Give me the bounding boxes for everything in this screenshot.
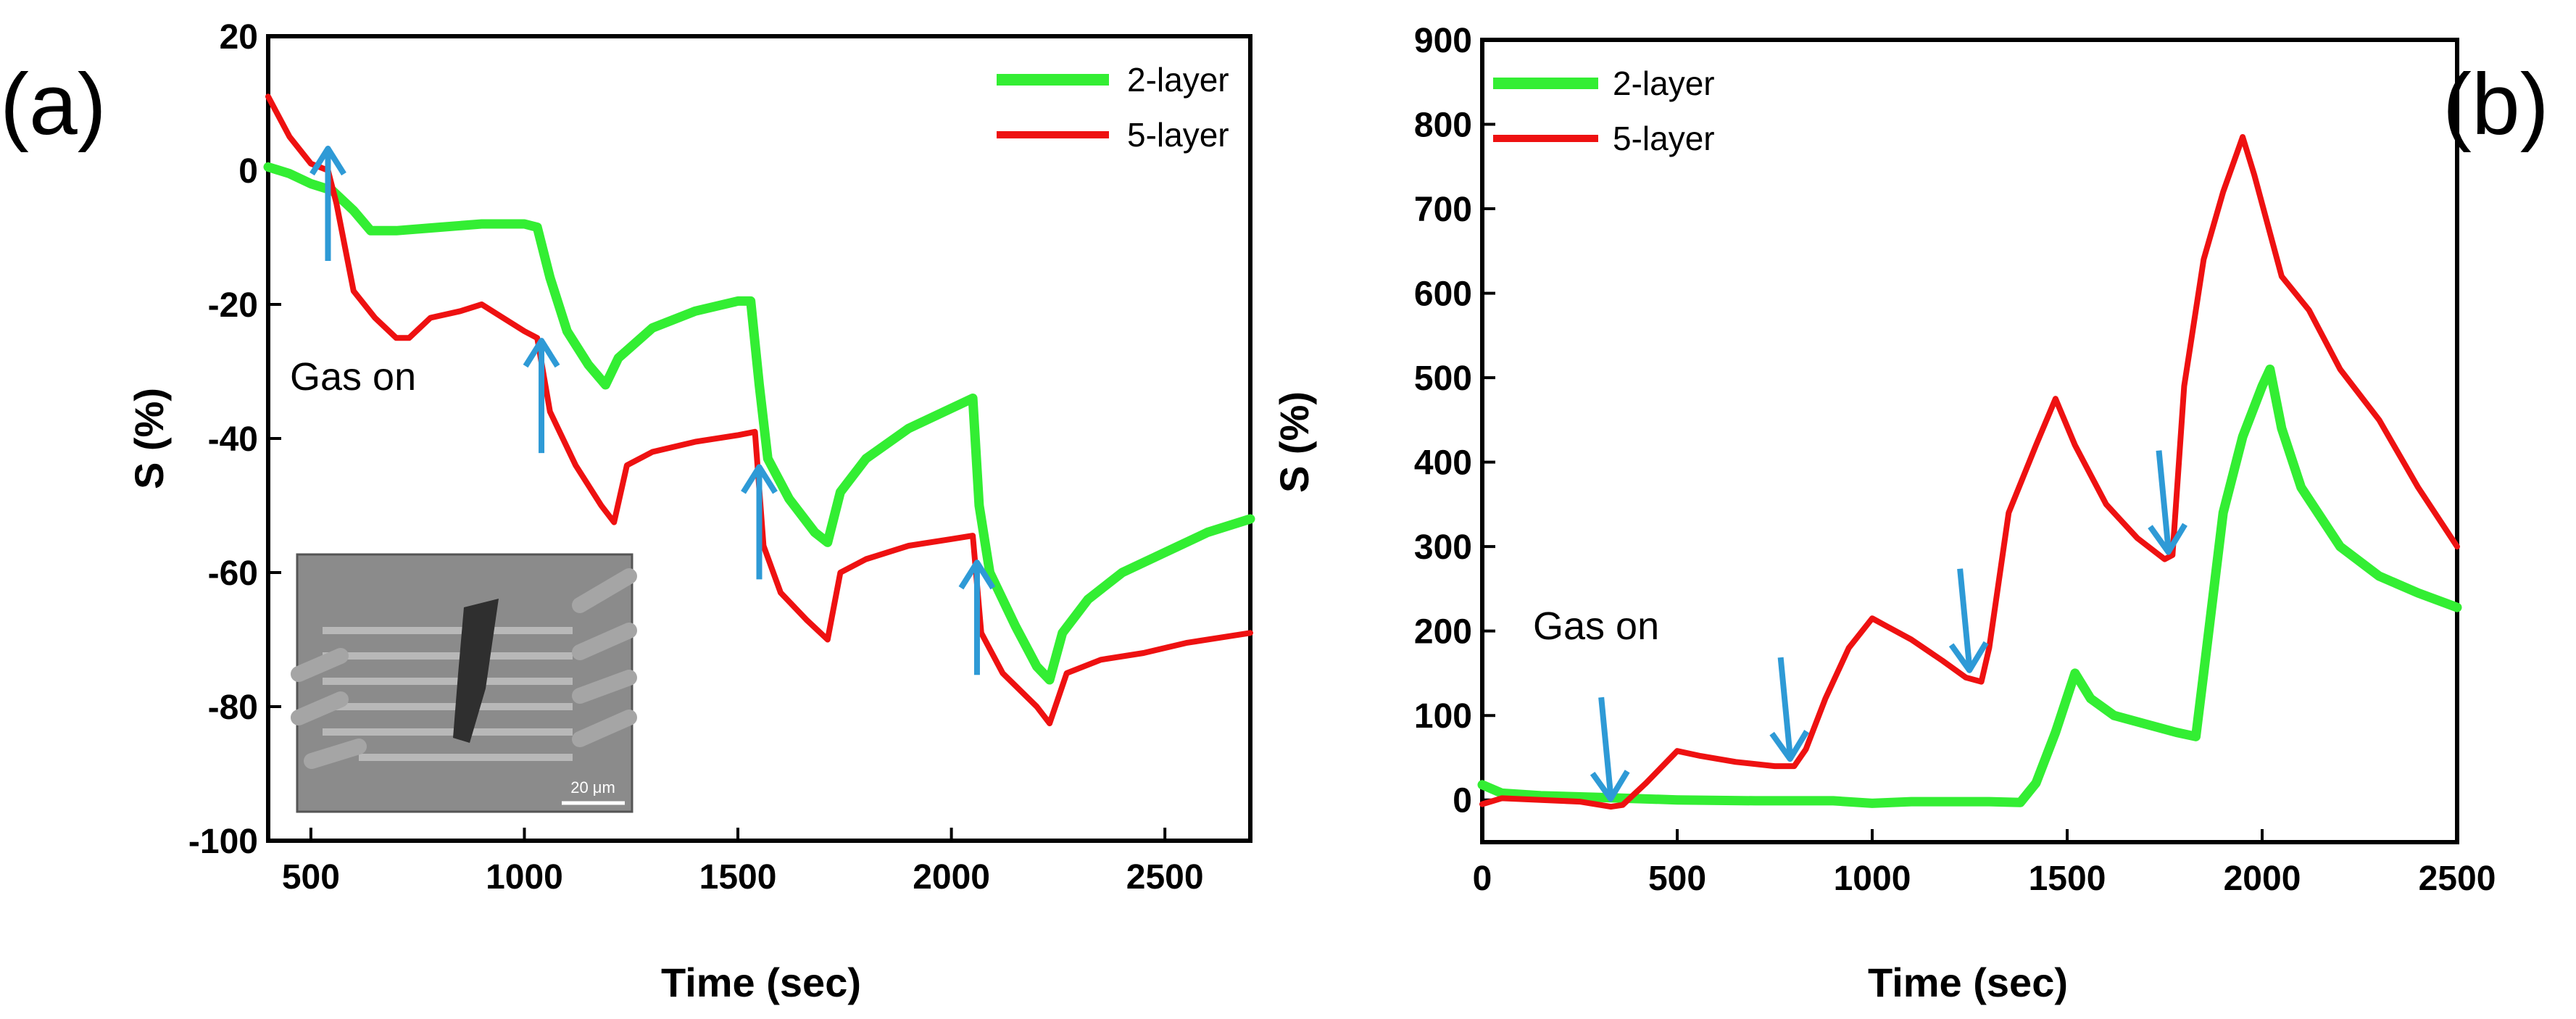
x-tick-label: 1000 [1834,860,1911,898]
y-tick-label: -60 [208,554,258,593]
x-tick-label: 0 [1473,860,1492,898]
panel-a: (a) 20 0 -20 -40 -60 -80 -100 500 1000 1500 2000 2… [0,18,1255,1005]
y-tick-label: 700 [1414,191,1472,229]
panel-b-series [1477,134,2462,810]
gas-on-arrow [309,146,346,261]
series-line-5-layer [1479,134,2460,810]
panel-b-label: (b) [2443,56,2549,153]
y-tick-label: 500 [1414,359,1472,398]
y-tick-label: -100 [188,823,258,861]
x-tick-label: 2000 [2224,860,2301,898]
gas-on-arrow [1769,657,1810,762]
gas-on-arrow [958,560,996,675]
y-tick-label: 100 [1414,697,1472,736]
y-tick-label: 300 [1414,528,1472,567]
y-tick-label: 600 [1414,275,1472,314]
panel-a-legend: 2-layer 5-layer [997,61,1229,154]
sem-inset-image: 20 μm [291,553,637,813]
y-tick-label: -20 [208,286,258,325]
panel-a-arrows [309,146,996,675]
gas-on-arrow [1948,568,1989,673]
y-tick-label: 800 [1414,107,1472,145]
y-tick-label: 20 [220,18,258,57]
x-tick-label: 1500 [2029,860,2106,898]
gas-on-arrow [1590,696,1630,802]
x-tick-label: 1000 [486,858,563,897]
panel-a-label: (a) [0,56,107,153]
panel-a-gas-on-label: Gas on [290,355,416,399]
panel-b-x-axis-label: Time (sec) [1868,960,2068,1005]
y-tick-label: -40 [208,420,258,459]
panel-b-legend: 2-layer 5-layer [1493,65,1715,157]
panel-a-x-axis: 500 1000 1500 2000 2500 [282,828,1204,897]
y-tick-label: 400 [1414,444,1472,483]
panel-b-x-axis: 0 500 1000 1500 2000 2500 [1473,829,2496,898]
y-tick-label: -80 [208,689,258,727]
legend-b-2layer-label: 2-layer [1613,65,1715,102]
panel-b-y-axis: 900 800 700 600 500 400 300 200 100 0 [1414,22,1495,820]
panel-a-y-axis-label: S (%) [126,388,172,489]
y-tick-label: 0 [1453,782,1472,820]
panel-b-y-axis-label: S (%) [1271,391,1317,493]
gas-on-arrow [2148,450,2187,555]
legend-b-5layer-label: 5-layer [1613,120,1715,157]
series-line-2-layer [1477,365,2462,808]
series-line-2-layer [263,162,1255,685]
legend-a-5layer-label: 5-layer [1127,116,1229,154]
panel-b-arrows [1590,450,2187,802]
x-tick-label: 2500 [2419,860,2496,898]
x-tick-label: 1500 [699,858,777,897]
panel-b-gas-on-label: Gas on [1533,604,1659,648]
gas-on-arrow [523,338,560,454]
panel-a-series [263,93,1255,727]
y-tick-label: 900 [1414,22,1472,60]
x-tick-label: 500 [1648,860,1706,898]
series-line-5-layer [265,93,1253,727]
panel-a-y-axis: 20 0 -20 -40 -60 -80 -100 [188,18,281,861]
panel-b-plot-frame [1480,38,2459,844]
panel-a-x-axis-label: Time (sec) [661,960,861,1005]
x-tick-label: 500 [282,858,340,897]
x-tick-label: 2000 [913,858,990,897]
gas-on-arrow [741,464,778,580]
inset-scale-label: 20 μm [570,778,615,797]
legend-a-2layer-label: 2-layer [1127,61,1229,99]
x-tick-label: 2500 [1126,858,1204,897]
y-tick-label: 0 [238,152,258,191]
y-tick-label: 200 [1414,613,1472,652]
